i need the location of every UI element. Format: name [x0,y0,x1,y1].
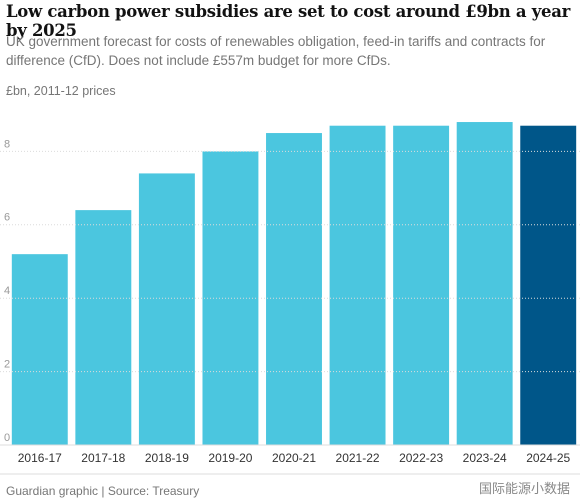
x-tick-label: 2017-18 [81,451,125,465]
y-axis-label: £bn, 2011-12 prices [6,84,116,98]
bar [75,210,132,445]
source: Guardian graphic | Source: Treasury [6,484,200,498]
y-tick-label: 2 [4,359,10,371]
y-tick-label: 6 [4,212,10,224]
x-tick-label: 2022-23 [399,451,443,465]
x-tick-label: 2016-17 [18,451,62,465]
x-tick-label: 2021-22 [336,451,380,465]
y-tick-label: 4 [4,285,10,297]
bar [393,125,450,446]
x-tick-label: 2020-21 [272,451,316,465]
bar [329,125,386,446]
x-tick-label: 2024-25 [526,451,570,465]
bar [456,122,513,445]
watermark: 国际能源小数据 [478,481,570,496]
bar [138,173,195,446]
x-tick-label: 2018-19 [145,451,189,465]
y-tick-label: 8 [4,138,10,150]
bar [11,254,68,445]
y-tick-label: 0 [4,432,10,444]
chart-title: Low carbon power subsidies are set to co… [6,2,571,40]
bar [520,125,577,446]
x-tick-label: 2023-24 [463,451,507,465]
chart-subtitle: UK government forecast for costs of rene… [6,34,546,68]
x-tick-label: 2019-20 [208,451,252,465]
bar [266,133,322,446]
